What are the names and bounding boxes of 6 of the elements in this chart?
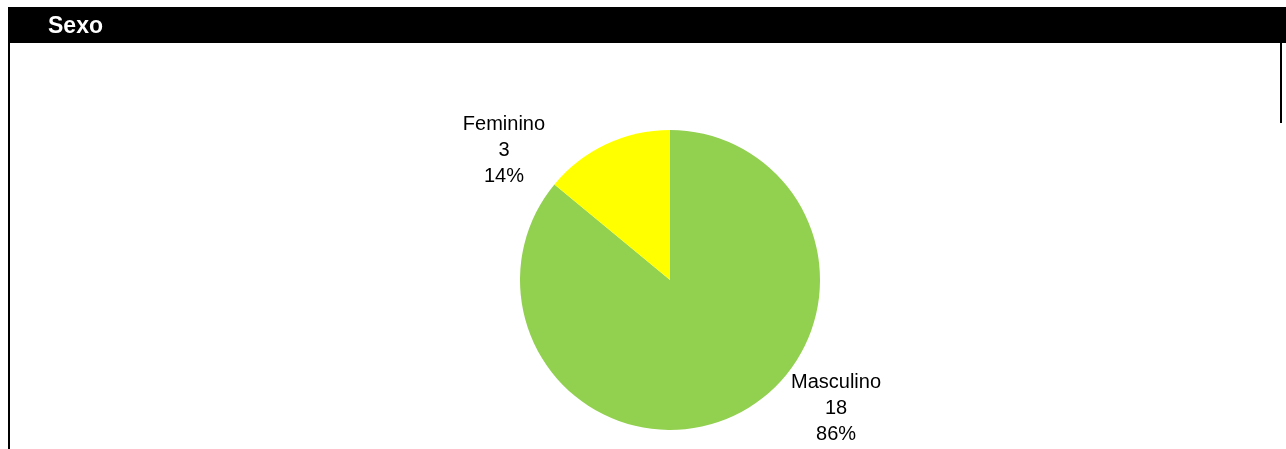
data-label: 18 86%	[816, 396, 857, 445]
slice-label: Masculino	[791, 370, 882, 393]
slice-label: Feminino	[462, 112, 546, 135]
data-label: 3 14%	[483, 138, 525, 187]
text: Sexo	[48, 12, 103, 39]
pie-slice	[554, 130, 670, 280]
